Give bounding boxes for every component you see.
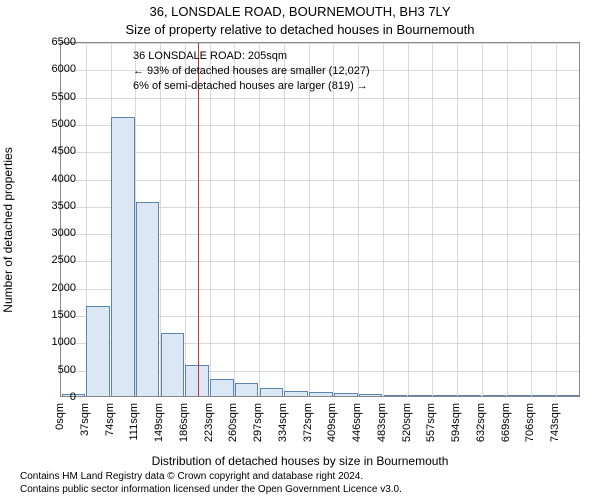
- gridline-h: [61, 125, 579, 126]
- x-tick-label: 557sqm: [425, 403, 437, 442]
- x-tick-label: 409sqm: [326, 403, 338, 442]
- histogram-bar: [284, 391, 308, 396]
- x-tick-label: 483sqm: [376, 403, 388, 442]
- gridline-v: [284, 43, 285, 396]
- x-tick-label: 334sqm: [277, 403, 289, 442]
- y-tick-label: 3000: [52, 227, 76, 239]
- y-tick-label: 6000: [52, 63, 76, 75]
- annotation-line-2: ← 93% of detached houses are smaller (12…: [133, 64, 370, 79]
- histogram-bar: [408, 395, 432, 396]
- x-tick-label: 186sqm: [178, 403, 190, 442]
- y-tick-label: 1500: [52, 309, 76, 321]
- x-tick-label: 260sqm: [227, 403, 239, 442]
- x-tick-label: 111sqm: [128, 403, 140, 441]
- histogram-bar: [532, 395, 556, 396]
- histogram-bar: [210, 379, 234, 396]
- y-tick-label: 5000: [52, 118, 76, 130]
- histogram-bar: [384, 395, 408, 396]
- gridline-v: [482, 43, 483, 396]
- histogram-bar: [334, 393, 358, 396]
- gridline-v: [531, 43, 532, 396]
- plot-area: 36 LONSDALE ROAD: 205sqm ← 93% of detach…: [60, 42, 580, 397]
- histogram-bar: [557, 395, 581, 396]
- histogram-bar: [433, 395, 457, 396]
- histogram-bar: [86, 306, 110, 396]
- gridline-v: [383, 43, 384, 396]
- histogram-bar: [483, 395, 507, 396]
- gridline-h: [61, 43, 579, 44]
- histogram-bar: [458, 395, 482, 396]
- x-tick-label: 149sqm: [153, 403, 165, 442]
- chart-title: 36, LONSDALE ROAD, BOURNEMOUTH, BH3 7LY: [0, 4, 600, 19]
- x-tick-label: 743sqm: [549, 403, 561, 442]
- y-axis-label: Number of detached properties: [1, 147, 15, 312]
- footer-line-1: Contains HM Land Registry data © Crown c…: [20, 471, 402, 484]
- histogram-bar: [161, 333, 185, 396]
- x-tick-label: 632sqm: [475, 403, 487, 442]
- histogram-bar: [359, 394, 383, 396]
- gridline-v: [333, 43, 334, 396]
- y-tick-label: 1000: [52, 336, 76, 348]
- y-tick-label: 6500: [52, 36, 76, 48]
- x-tick-label: 297sqm: [252, 403, 264, 442]
- histogram-bar: [136, 202, 160, 396]
- y-tick-label: 3500: [52, 200, 76, 212]
- footer-attribution: Contains HM Land Registry data © Crown c…: [20, 471, 402, 496]
- y-tick-label: 0: [70, 391, 76, 403]
- chart-subtitle: Size of property relative to detached ho…: [0, 22, 600, 37]
- x-tick-label: 669sqm: [500, 403, 512, 442]
- y-tick-label: 4500: [52, 145, 76, 157]
- gridline-v: [234, 43, 235, 396]
- gridline-v: [309, 43, 310, 396]
- gridline-v: [210, 43, 211, 396]
- reference-line: [198, 43, 199, 396]
- gridline-h: [61, 152, 579, 153]
- annotation-box: 36 LONSDALE ROAD: 205sqm ← 93% of detach…: [133, 49, 370, 94]
- gridline-h: [61, 180, 579, 181]
- annotation-line-1: 36 LONSDALE ROAD: 205sqm: [133, 49, 370, 64]
- gridline-h: [61, 98, 579, 99]
- histogram-bar: [235, 383, 259, 396]
- x-tick-label: 706sqm: [524, 403, 536, 442]
- footer-line-2: Contains public sector information licen…: [20, 484, 402, 497]
- gridline-v: [408, 43, 409, 396]
- x-tick-label: 37sqm: [79, 403, 91, 436]
- y-tick-label: 5500: [52, 91, 76, 103]
- histogram-bar: [309, 392, 333, 396]
- gridline-v: [358, 43, 359, 396]
- x-axis-label: Distribution of detached houses by size …: [0, 454, 600, 468]
- x-tick-label: 74sqm: [104, 403, 116, 436]
- gridline-v: [507, 43, 508, 396]
- x-tick-label: 223sqm: [203, 403, 215, 442]
- histogram-bar: [111, 117, 135, 396]
- x-tick-label: 0sqm: [54, 403, 66, 430]
- chart-container: 36, LONSDALE ROAD, BOURNEMOUTH, BH3 7LY …: [0, 0, 600, 500]
- y-tick-label: 2000: [52, 282, 76, 294]
- gridline-v: [259, 43, 260, 396]
- x-tick-label: 520sqm: [401, 403, 413, 442]
- y-tick-label: 2500: [52, 254, 76, 266]
- gridline-v: [556, 43, 557, 396]
- gridline-v: [185, 43, 186, 396]
- histogram-bar: [507, 395, 531, 396]
- gridline-v: [457, 43, 458, 396]
- x-tick-label: 594sqm: [450, 403, 462, 442]
- annotation-line-3: 6% of semi-detached houses are larger (8…: [133, 79, 370, 94]
- y-tick-label: 500: [58, 364, 76, 376]
- histogram-bar: [260, 388, 284, 396]
- x-tick-label: 372sqm: [302, 403, 314, 442]
- gridline-v: [432, 43, 433, 396]
- x-tick-label: 446sqm: [351, 403, 363, 442]
- y-tick-label: 4000: [52, 173, 76, 185]
